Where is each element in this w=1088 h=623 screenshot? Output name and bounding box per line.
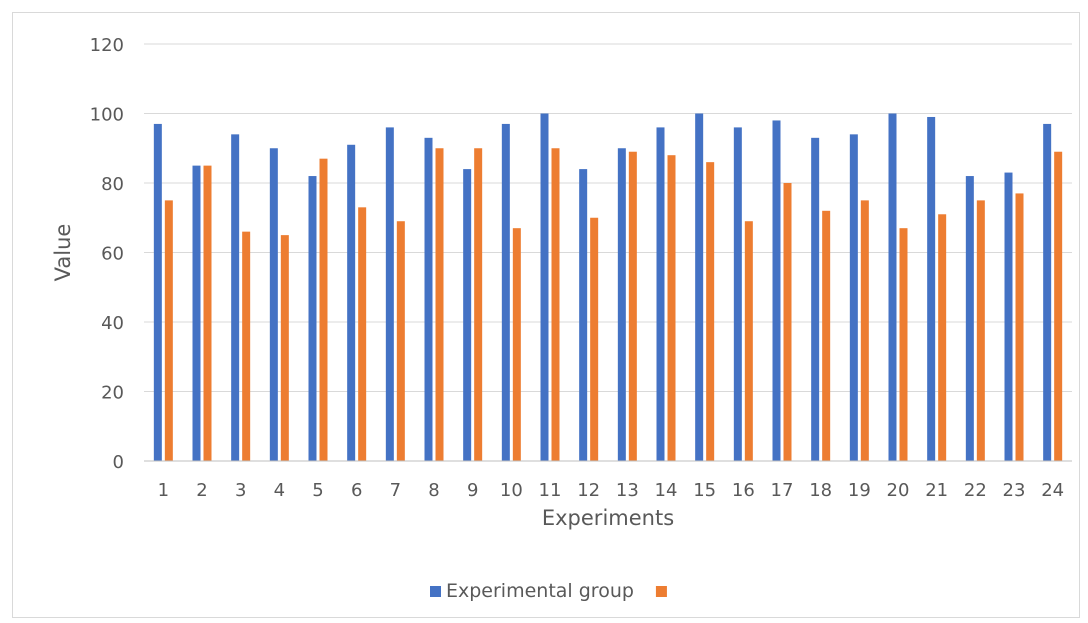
bar-experimental-group [540, 113, 549, 461]
x-tick-label: 21 [925, 480, 948, 501]
legend-swatch [430, 586, 441, 597]
bar-series-2 [319, 158, 328, 462]
x-tick-label: 23 [1003, 480, 1026, 501]
bar-experimental-group [231, 134, 240, 461]
bar-experimental-group [965, 176, 974, 462]
x-tick-label: 6 [351, 480, 362, 501]
x-tick-label: 15 [693, 480, 716, 501]
bar-experimental-group [424, 137, 433, 461]
y-tick-label: 40 [101, 313, 124, 334]
bars [153, 113, 1063, 462]
x-tick-label: 16 [732, 480, 755, 501]
x-axis-title: Experiments [542, 506, 674, 530]
x-tick-label: 8 [428, 480, 439, 501]
bar-series-2 [938, 214, 947, 461]
bar-experimental-group [385, 127, 394, 462]
legend: Experimental group [430, 580, 667, 602]
bar-experimental-group [501, 123, 510, 462]
y-axis-title: Value [51, 224, 75, 282]
bar-series-2 [744, 221, 753, 461]
x-tick-label: 4 [274, 480, 285, 501]
x-tick-label: 24 [1041, 480, 1064, 501]
bar-series-2 [203, 165, 212, 461]
bar-experimental-group [1004, 172, 1013, 461]
bar-series-2 [396, 221, 405, 461]
bar-series-2 [242, 231, 251, 461]
bar-experimental-group [888, 113, 897, 461]
bar-experimental-group [153, 123, 162, 462]
x-tick-label: 3 [235, 480, 246, 501]
bar-series-2 [1015, 193, 1024, 462]
bar-experimental-group [308, 176, 317, 462]
y-tick-label: 100 [90, 105, 124, 126]
bar-experimental-group [927, 116, 936, 461]
x-tick-label: 7 [390, 480, 401, 501]
y-tick-label: 20 [101, 383, 124, 404]
x-tick-label: 17 [771, 480, 794, 501]
bar-experimental-group [617, 148, 626, 461]
bar-series-2 [783, 183, 792, 461]
bar-series-2 [1054, 151, 1063, 461]
bar-experimental-group [733, 127, 742, 462]
bar-series-2 [358, 207, 367, 461]
bar-experimental-group [1043, 123, 1052, 462]
bar-experimental-group [269, 148, 278, 461]
bar-series-2 [899, 228, 908, 461]
bar-experimental-group [347, 144, 356, 461]
x-tick-label: 18 [809, 480, 832, 501]
x-tick-label: 14 [655, 480, 678, 501]
x-tick-label: 22 [964, 480, 987, 501]
y-tick-label: 0 [113, 452, 124, 473]
x-tick-label: 19 [848, 480, 871, 501]
bar-experimental-group [579, 169, 588, 461]
bar-series-2 [706, 162, 715, 461]
bar-series-2 [976, 200, 985, 461]
legend-label: Experimental group [446, 580, 634, 602]
x-tick-label: 13 [616, 480, 639, 501]
legend-swatch [655, 586, 667, 597]
bar-series-2 [551, 148, 560, 461]
bar-series-2 [280, 235, 289, 461]
x-tick-label: 9 [467, 480, 478, 501]
bar-series-2 [590, 217, 599, 461]
bar-series-2 [164, 200, 173, 461]
y-tick-label: 60 [101, 244, 124, 265]
bar-experimental-group [192, 165, 201, 461]
bar-series-2 [628, 151, 637, 461]
x-tick-label: 5 [312, 480, 323, 501]
bar-series-2 [512, 228, 521, 461]
x-tick-label: 2 [196, 480, 207, 501]
x-tick-label: 11 [539, 480, 562, 501]
gridlines [144, 43, 1072, 392]
x-tick-label: 20 [887, 480, 910, 501]
y-tick-label: 120 [90, 35, 124, 56]
bar-series-2 [822, 210, 831, 461]
y-tick-label: 80 [101, 174, 124, 195]
bar-experimental-group [656, 127, 665, 462]
x-tick-label: 12 [577, 480, 600, 501]
bar-experimental-group [772, 120, 781, 461]
x-tick-label: 10 [500, 480, 523, 501]
bar-experimental-group [811, 137, 820, 461]
bar-experimental-group [463, 169, 472, 461]
bar-experimental-group [695, 113, 704, 461]
x-axis-ticks: 1 2 3 4 5 6 7 8 9 10 11 12 13 14 15 16 17 18 19 20 21 22 23 24 [158, 480, 1065, 501]
bar-series-2 [435, 148, 444, 461]
bar-experimental-group [849, 134, 858, 461]
bar-series-2 [667, 155, 676, 461]
bar-series-2 [474, 148, 483, 461]
x-tick-label: 1 [158, 480, 169, 501]
y-axis-ticks: 0 20 40 60 80 100 120 [90, 35, 124, 473]
bar-series-2 [860, 200, 869, 461]
